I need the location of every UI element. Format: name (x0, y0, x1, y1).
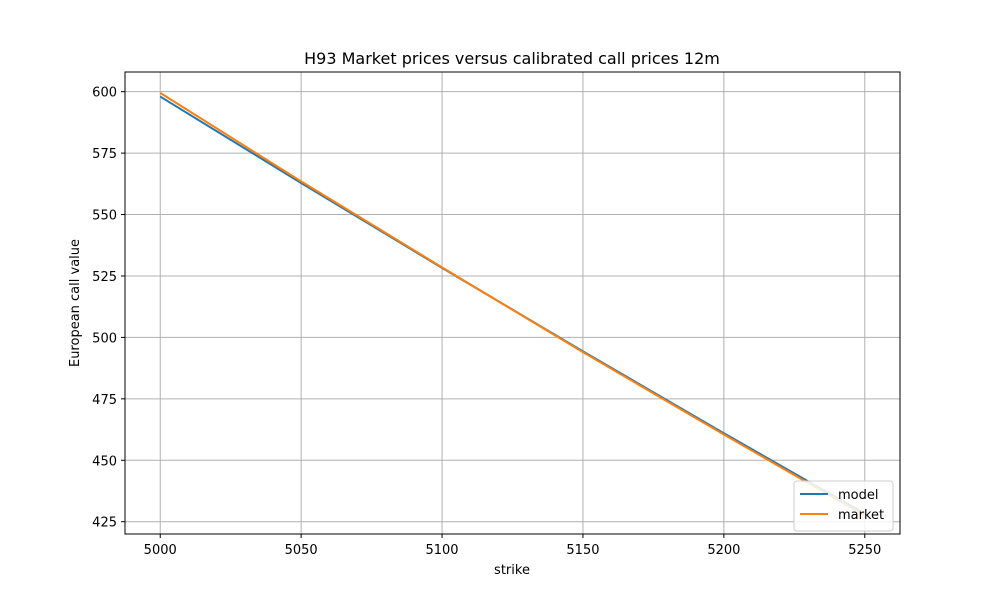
legend-label-model: model (838, 488, 878, 503)
legend: model market (793, 480, 894, 532)
y-tick-label: 425 (92, 516, 117, 531)
y-tick-label: 525 (92, 270, 117, 285)
legend-label-market: market (838, 508, 884, 523)
y-tick-label: 450 (92, 454, 117, 469)
x-tick-label: 5200 (707, 543, 740, 558)
y-tick-label: 475 (92, 393, 117, 408)
y-tick-label: 600 (92, 86, 117, 101)
plot-series (159, 92, 866, 517)
y-tick-label: 500 (92, 331, 117, 346)
y-tick-label: 550 (92, 209, 117, 224)
x-tick-label: 5000 (144, 543, 177, 558)
x-tick-label: 5050 (285, 543, 318, 558)
chart-title: H93 Market prices versus calibrated call… (304, 49, 720, 68)
grid (125, 72, 900, 534)
y-tick-label: 575 (92, 147, 117, 162)
series-line-market (159, 92, 866, 517)
plot-area-frame (124, 71, 901, 535)
x-tick-label: 5250 (848, 543, 881, 558)
y-axis-label: European call value (68, 239, 83, 367)
x-tick-label: 5150 (566, 543, 599, 558)
x-axis-label: strike (494, 563, 530, 578)
x-tick-label: 5100 (425, 543, 458, 558)
axis-ticks: 5000 5050 5100 5150 5200 5250 425 450 475 500 525 5… (92, 86, 881, 558)
